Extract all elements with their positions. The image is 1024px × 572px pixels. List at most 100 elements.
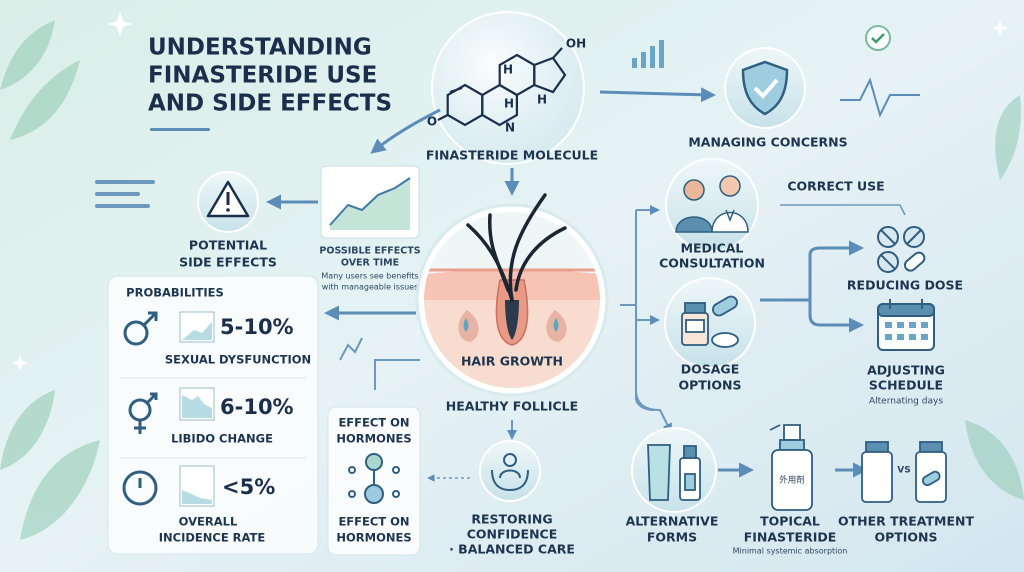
hormones-label: HORMONES [336,432,411,446]
molecule-bubble [431,11,585,165]
follicle-illustration-part [458,310,479,342]
other-treatments-label: OTHER TREATMENT [838,514,974,529]
mini-chart-area [182,395,212,418]
atom-label: OH [566,37,586,51]
dosage-icon [681,295,739,348]
text-lines-decoration [95,180,155,208]
alternative-label: FORMS [647,530,697,545]
consultation-label: CONSULTATION [659,256,765,271]
probability-label: LIBIDO CHANGE [171,432,273,446]
alternative-icon-bg [631,427,717,513]
probability-value: 6-10% [220,395,294,419]
spray-bottle-icon-part [779,439,805,451]
calendar-days-part [897,334,904,340]
hormones-label: HORMONES [336,531,411,545]
restoring-label: · BALANCED CARE [449,542,575,557]
male-icon-part [142,311,158,327]
connector [374,359,420,390]
male-icon-part [123,320,149,346]
hormone-icon [348,453,400,504]
correct-use-title: CORRECT USE [787,179,884,194]
alternative-icon-part [684,473,696,491]
sparkles [12,12,1008,371]
pills-icon-part [880,229,896,245]
hormones-label: EFFECT ON [338,416,409,430]
atom-label: O [427,115,437,129]
restoring-label: CONFIDENCE [467,527,558,542]
hormone-icon-part [365,453,383,471]
molecule-structure [437,47,567,127]
atom-label: H [504,97,514,111]
spray-bottle-icon [769,424,813,511]
other-treatments-icon-part [919,441,943,453]
spray-bottle-icon-part [771,449,813,511]
mini-chart-decoration-part [632,58,637,68]
consultation-icon-part [719,175,741,197]
alternative-icon-part [683,445,697,459]
hair-strands [466,193,567,302]
probability-value: <5% [222,475,275,499]
side-effects-label: SIDE EFFECTS [179,255,277,270]
title-line: UNDERSTANDING [148,35,372,61]
atom-label: N [505,121,515,135]
title-underline [150,128,210,131]
vs-badge: VS [897,466,910,476]
pills-icon-part [903,251,926,272]
mini-chart-area [182,490,212,504]
calendar-days [885,322,928,340]
topical-label: FINASTERIDE [744,530,837,545]
title-line: FINASTERIDE USE [148,63,377,89]
possible-effects-note: Many users see benefits [321,272,418,281]
hormone-icon-part [364,484,384,504]
molecule-structure-part [533,56,567,94]
consultation-icon-part [683,179,705,201]
follicle-illustration-part [505,300,519,340]
managing-concerns-label: MANAGING CONCERNS [688,135,847,150]
mini-trend [339,337,363,361]
leaf-decoration-part [20,440,100,540]
spray-bottle-icon-part [783,424,801,441]
possible-effects-title: OVER TIME [341,258,399,269]
hair-strands-part [488,213,510,292]
dosage-label: DOSAGE [681,362,739,377]
pills-icon-part [906,229,922,245]
gender-icon-part [134,392,158,434]
leaf-decoration [0,20,1024,540]
atom-label: H [537,93,547,107]
consultation-icon-part [725,209,735,223]
restoring-icon [491,453,529,492]
dosage-label: OPTIONS [678,378,741,393]
follicle-illustration-part [553,318,559,332]
check-badge-mark [871,33,885,44]
leaf-decoration-part [10,60,80,140]
text-lines-decoration-part [95,180,155,184]
text-lines-decoration-part [95,192,140,196]
sparkles-part [12,355,28,371]
schedule-label: ADJUSTING [867,363,945,378]
spray-bottle-icon-part [769,424,781,431]
calendar-days-part [909,334,916,340]
reducing-dose-label: REDUCING DOSE [847,278,963,293]
calendar-days-part [921,322,928,328]
other-treatments-icon-part [861,451,893,503]
leaf-decoration-part [0,390,55,470]
consultation-icon [675,175,749,233]
restoring-label: RESTORING [471,512,552,527]
gender-icon [128,392,158,434]
alternative-icon [647,444,701,501]
connector [780,204,906,216]
pulse-line [840,77,920,118]
probability-label: OVERALL [179,515,238,529]
other-treatments-icon-part [865,441,889,453]
alternative-icon-part [647,444,671,501]
other-treatments-icon [861,441,947,503]
probability-value: 5-10% [220,315,294,339]
leaf-decoration-part [0,20,55,90]
topical-label: TOPICAL [760,514,820,529]
pills-icon [877,226,926,273]
dosage-icon-part [711,332,739,348]
hair-growth-label: HAIR GROWTH [461,354,563,369]
warning-dot [226,208,230,212]
